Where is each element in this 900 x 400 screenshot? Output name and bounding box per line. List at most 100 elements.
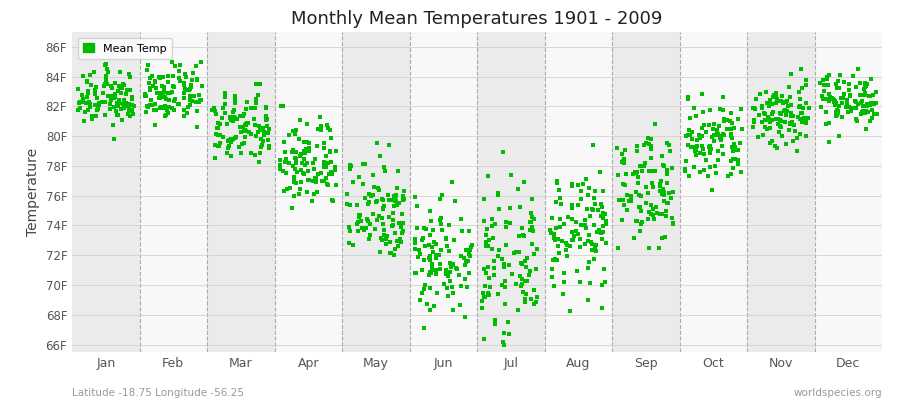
Point [287,178,302,185]
Point [148,79,163,85]
Point [292,191,306,197]
Point [526,216,541,222]
Point [454,253,468,259]
Point [525,240,539,247]
Point [415,267,429,274]
Point [87,69,102,76]
Point [633,228,647,235]
Point [419,300,434,307]
Point [567,233,581,240]
Point [839,104,853,110]
Point [350,228,365,234]
Point [390,197,404,204]
Point [109,100,123,106]
Point [96,90,111,96]
Point [752,112,767,119]
Point [224,136,238,143]
Point [167,96,182,102]
Point [388,246,402,252]
Point [111,102,125,109]
Point [455,228,470,234]
Point [773,111,788,118]
Point [565,215,580,222]
Point [502,220,517,226]
Point [587,256,601,263]
Point [783,102,797,108]
Point [573,196,588,202]
Point [598,221,613,227]
Point [218,94,232,100]
Point [479,270,493,276]
Point [616,202,631,209]
Point [767,92,781,98]
Point [292,136,307,142]
Point [639,140,653,146]
Point [501,318,516,325]
Point [770,115,785,122]
Point [842,81,857,87]
Point [228,115,242,121]
Point [458,262,473,269]
Point [446,179,460,185]
Point [793,116,807,122]
Point [248,81,263,87]
Point [377,226,392,233]
Point [710,131,724,138]
Point [796,115,811,122]
Point [325,197,339,204]
Point [477,294,491,300]
Point [161,97,176,104]
Point [828,100,842,106]
Point [289,158,303,164]
Point [595,236,609,242]
Point [706,138,721,144]
Point [793,96,807,102]
Point [91,106,105,112]
Point [495,256,509,262]
Point [248,152,262,159]
Point [392,236,407,242]
Point [633,162,647,169]
Point [446,261,460,267]
Point [307,191,321,198]
Point [418,226,433,232]
Point [161,73,176,80]
Point [222,114,237,120]
Point [515,224,529,231]
Point [289,160,303,167]
Point [829,112,843,119]
Point [152,75,166,81]
Point [220,121,234,127]
Point [859,83,873,90]
Point [581,232,596,238]
Point [523,219,537,225]
Point [755,119,770,125]
Point [222,115,237,122]
Point [103,93,117,99]
Point [816,77,831,84]
Point [221,145,236,151]
Point [395,193,410,199]
Point [116,98,130,104]
Point [426,227,440,234]
Point [662,148,677,154]
Point [309,179,323,185]
Point [865,107,879,113]
Point [100,81,114,87]
Point [728,144,742,150]
Point [366,211,381,218]
Point [461,258,475,264]
Point [712,123,726,129]
Point [211,142,225,149]
Point [123,86,138,93]
Point [526,228,540,235]
Point [516,289,530,295]
Point [153,95,167,101]
Point [511,232,526,239]
Point [496,149,510,155]
Point [90,95,104,101]
Point [151,74,166,80]
Point [829,109,843,116]
Point [680,131,695,138]
Point [760,100,775,106]
